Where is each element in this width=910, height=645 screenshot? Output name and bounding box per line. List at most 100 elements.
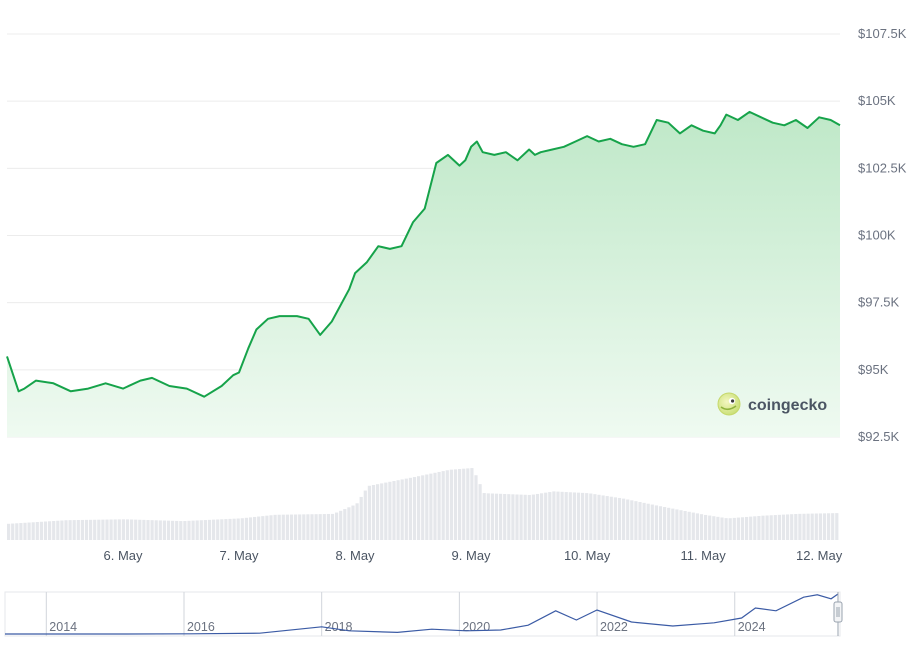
- volume-bar: [835, 513, 839, 540]
- volume-bar: [306, 514, 310, 540]
- volume-bar: [617, 497, 622, 540]
- x-tick-label: 8. May: [336, 548, 376, 563]
- volume-bar: [482, 493, 486, 540]
- x-tick-label: 11. May: [680, 548, 726, 563]
- volume-bar: [314, 514, 318, 540]
- volume-bar: [318, 514, 322, 540]
- volume-bar: [499, 493, 503, 540]
- volume-bar: [494, 493, 499, 540]
- volume-bar: [109, 519, 113, 540]
- volume-bar: [142, 519, 146, 540]
- volume-bar: [576, 492, 581, 540]
- volume-bar: [203, 520, 207, 540]
- volume-bar: [720, 517, 724, 540]
- navigator-year-label: 2024: [738, 620, 766, 634]
- navigator-year-label: 2020: [462, 620, 490, 634]
- volume-bar: [39, 521, 43, 540]
- volume-bar: [613, 497, 617, 540]
- volume-bar: [695, 513, 699, 540]
- volume-bar: [367, 485, 371, 540]
- volume-bar: [486, 493, 490, 540]
- volume-bar: [679, 510, 683, 540]
- volume-bar: [802, 513, 806, 540]
- volume-bar: [548, 492, 552, 540]
- volume-bar: [388, 481, 392, 540]
- volume-bar: [244, 517, 248, 540]
- volume-bar: [749, 516, 753, 540]
- volume-bar: [162, 520, 166, 540]
- volume-bar: [650, 504, 654, 540]
- x-tick-label: 10. May: [564, 548, 611, 563]
- volume-bar: [232, 518, 236, 540]
- volume-bar: [7, 523, 11, 540]
- range-navigator[interactable]: 2014 2016 2018 2020 2022 2024: [4, 591, 843, 637]
- volume-bar: [52, 521, 56, 540]
- volume-bar: [605, 496, 609, 540]
- volume-bar: [544, 492, 548, 540]
- volume-bar: [663, 507, 667, 540]
- volume-bar: [236, 518, 240, 540]
- volume-bar: [60, 520, 64, 540]
- volume-bar: [761, 515, 765, 540]
- volume-bar: [326, 513, 330, 540]
- volume-bar: [646, 503, 650, 540]
- volume-bar: [535, 493, 540, 540]
- x-axis-labels: 6. May 7. May 8. May 9. May 10. May 11. May 12…: [104, 548, 843, 563]
- volume-bar: [248, 517, 253, 540]
- volume-bar: [540, 493, 544, 540]
- volume-bar: [490, 493, 494, 540]
- x-tick-label: 12. May: [796, 548, 843, 563]
- volume-bar: [183, 520, 187, 540]
- volume-bar: [470, 468, 474, 540]
- y-tick-label: $97.5K: [858, 295, 900, 310]
- volume-bar: [453, 469, 458, 540]
- volume-bar: [400, 479, 404, 540]
- volume-bar: [699, 514, 704, 540]
- volume-bar: [195, 520, 199, 540]
- coingecko-logo-icon: [717, 392, 741, 416]
- volume-bar: [527, 494, 531, 540]
- volume-bar: [343, 509, 347, 540]
- volume-bar: [691, 512, 695, 540]
- volume-bar: [712, 516, 716, 540]
- volume-bar: [814, 513, 818, 540]
- volume-bar: [437, 471, 441, 540]
- volume-bar: [273, 514, 277, 540]
- volume-bar: [408, 477, 412, 540]
- volume-bar: [449, 469, 453, 540]
- volume-bar: [216, 519, 220, 540]
- volume-bar: [269, 515, 273, 540]
- volume-bar: [597, 494, 601, 540]
- volume-bar: [207, 519, 212, 540]
- volume-bar: [601, 495, 605, 540]
- volume-bar: [359, 496, 363, 540]
- volume-bar: [285, 514, 289, 540]
- volume-bar: [593, 494, 597, 540]
- volume-bar: [130, 519, 134, 540]
- volume-bar: [138, 519, 142, 540]
- volume-bar: [257, 516, 261, 540]
- volume-bar: [199, 520, 203, 540]
- volume-bar: [462, 468, 466, 540]
- x-tick-label: 9. May: [452, 548, 492, 563]
- navigator-year-label: 2018: [325, 620, 353, 634]
- volume-bar: [708, 515, 712, 540]
- volume-bar: [425, 474, 429, 540]
- volume-bar: [822, 513, 827, 540]
- volume-bar: [294, 514, 298, 540]
- volume-bar: [585, 493, 589, 540]
- volume-bar: [740, 517, 745, 540]
- navigator-year-label: 2014: [49, 620, 77, 634]
- volume-bar: [683, 510, 687, 540]
- volume-bar: [642, 502, 646, 540]
- volume-bar: [753, 516, 757, 540]
- volume-bar: [790, 514, 794, 540]
- y-tick-label: $95K: [858, 362, 889, 377]
- navigator-handle[interactable]: [833, 601, 843, 623]
- volume-bar: [261, 516, 265, 540]
- volume-bar: [363, 490, 367, 540]
- volume-bar: [351, 505, 355, 540]
- volume-bar: [769, 515, 773, 540]
- volume-bar: [626, 499, 630, 540]
